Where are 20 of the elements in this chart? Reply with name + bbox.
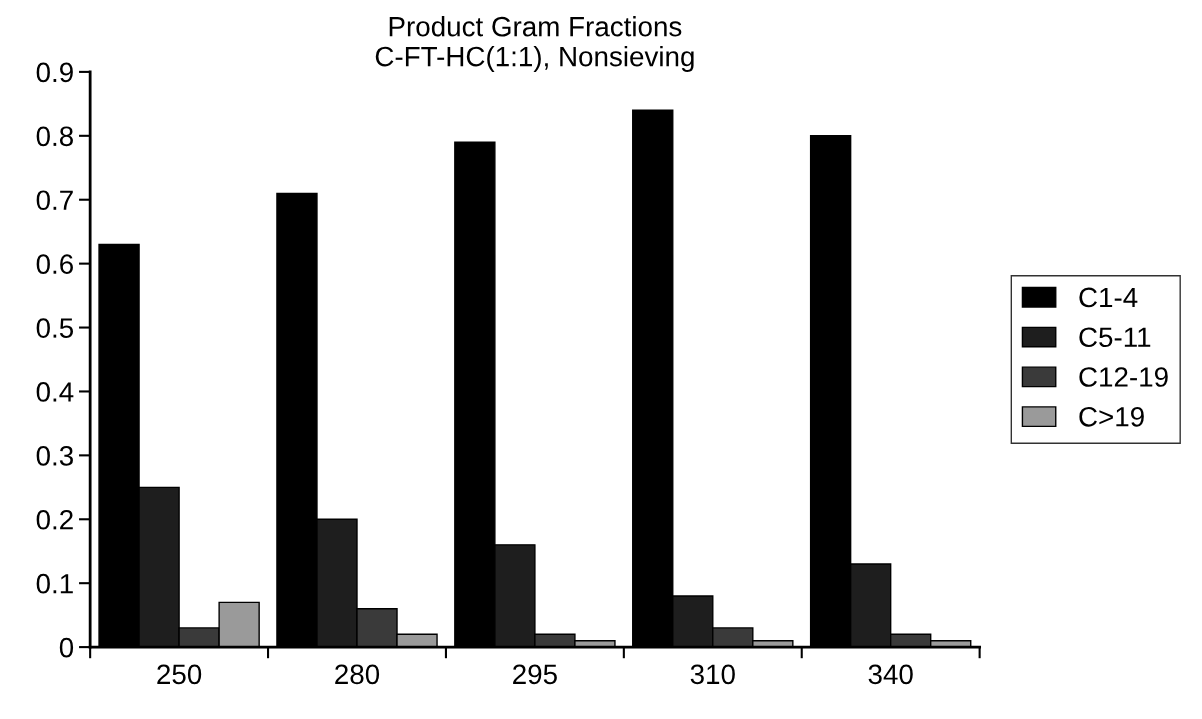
x-tick-label: 310 [690,664,735,685]
legend-label: C12-19 [1079,367,1168,387]
y-tick-label: 0.1 [36,573,73,594]
x-tick-label: 280 [335,664,380,685]
legend-label: C1-4 [1079,287,1138,308]
y-tick-label: 0.7 [36,190,73,211]
chart-title: Product Gram Fractions C-FT-HC(1:1), Nonsieving [375,16,694,72]
x-tick-label: 340 [868,664,913,685]
x-tick-label: 250 [157,664,202,685]
y-tick-label: 0 [59,637,74,658]
legend-label: C>19 [1079,406,1144,427]
y-tick-label: 0.3 [36,446,73,466]
y-tick-label: 0.6 [36,254,73,274]
y-tick-label: 0.9 [36,62,73,83]
y-tick-label: 0.4 [36,382,74,402]
legend-label: C5-11 [1079,327,1151,348]
x-tick-label: 295 [513,664,557,685]
y-tick-label: 0.5 [36,318,74,338]
y-tick-label: 0.8 [36,126,73,147]
y-tick-label: 0.2 [36,509,73,530]
